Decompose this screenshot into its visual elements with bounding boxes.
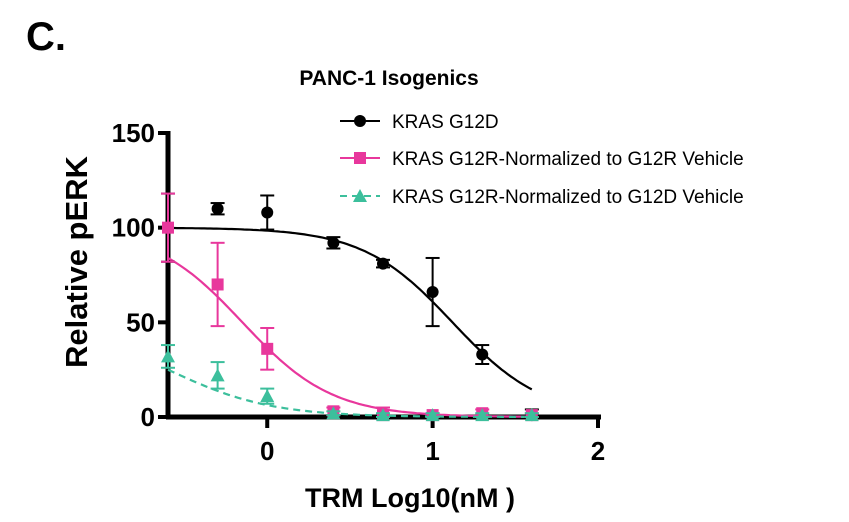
point-kras-g12d-6 <box>476 348 489 361</box>
x-tick-label-2: 2 <box>591 436 605 466</box>
y-tick-label-150: 150 <box>112 118 155 148</box>
point-kras-g12r-normalized-to-g12r-vehicle-2 <box>261 342 274 355</box>
fit-curve-kras-g12r-normalized-to-g12d-vehicle <box>167 368 532 418</box>
chart-title: PANC-1 Isogenics <box>299 67 478 90</box>
point-kras-g12d-3 <box>327 236 340 249</box>
point-kras-g12r-normalized-to-g12d-vehicle-7 <box>524 408 539 422</box>
fit-curves <box>167 226 533 418</box>
legend-label-kras-g12r-normalized-to-g12d-vehicle: KRAS G12R-Normalized to G12D Vehicle <box>392 187 744 208</box>
x-axis-title: TRM Log10(nM ) <box>305 483 515 513</box>
y-tick-label-50: 50 <box>126 307 155 337</box>
point-kras-g12r-normalized-to-g12d-vehicle-5 <box>425 408 440 422</box>
point-kras-g12r-normalized-to-g12d-vehicle-4 <box>376 408 390 422</box>
y-axis-title: Relative pERK <box>59 155 94 368</box>
panel-label: C. <box>26 15 66 59</box>
fit-curve-kras-g12r-normalized-to-g12r-vehicle <box>167 257 532 418</box>
ticks: 0 50 100 150 0 1 2 <box>112 118 606 466</box>
legend-marker-kras-g12r-normalized-to-g12d-vehicle <box>353 189 367 202</box>
point-kras-g12d-4 <box>377 257 389 270</box>
y-tick-label-0: 0 <box>141 402 155 432</box>
legend-marker-kras-g12r-normalized-to-g12r-vehicle <box>354 152 366 164</box>
legend-marker-kras-g12d <box>354 115 366 127</box>
point-kras-g12r-normalized-to-g12d-vehicle-3 <box>326 406 341 420</box>
axes <box>165 131 601 420</box>
data-points <box>161 192 539 422</box>
point-kras-g12d-2 <box>261 206 274 219</box>
legend-label-kras-g12d: KRAS G12D <box>392 112 499 133</box>
y-tick-label-100: 100 <box>112 213 155 243</box>
x-tick-label-0: 0 <box>260 436 274 466</box>
point-kras-g12d-5 <box>426 286 439 299</box>
point-kras-g12r-normalized-to-g12d-vehicle-2 <box>260 389 275 403</box>
legend-label-kras-g12r-normalized-to-g12r-vehicle: KRAS G12R-Normalized to G12R Vehicle <box>392 149 744 170</box>
legend: KRAS G12D KRAS G12R-Normalized to G12R Ve… <box>340 112 744 208</box>
fit-curve-kras-g12d <box>168 226 533 391</box>
point-kras-g12r-normalized-to-g12d-vehicle-6 <box>475 408 490 422</box>
x-tick-label-1: 1 <box>425 436 439 466</box>
point-kras-g12r-normalized-to-g12d-vehicle-1 <box>210 368 225 382</box>
point-kras-g12r-normalized-to-g12d-vehicle-0 <box>161 349 175 363</box>
point-kras-g12d-1 <box>211 202 224 215</box>
point-kras-g12r-normalized-to-g12r-vehicle-1 <box>211 278 224 291</box>
point-kras-g12r-normalized-to-g12r-vehicle-0 <box>162 221 174 234</box>
